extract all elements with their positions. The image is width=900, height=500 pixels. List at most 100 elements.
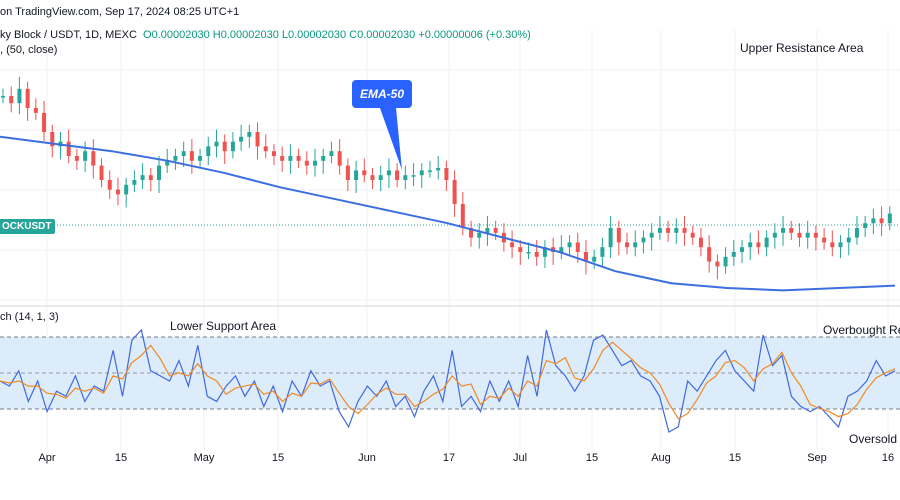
candle-body: [657, 228, 662, 233]
candle-body: [288, 156, 293, 161]
candle-body: [542, 247, 547, 257]
x-tick: 15: [728, 452, 742, 464]
candle-body: [674, 228, 679, 233]
candle-body: [115, 189, 120, 195]
candle-body: [485, 228, 490, 233]
candle-body: [17, 88, 22, 104]
candle-body: [559, 247, 564, 252]
candle-body: [731, 252, 736, 257]
candle-body: [370, 175, 375, 180]
x-tick: 16: [881, 452, 895, 464]
candle-body: [9, 96, 14, 104]
candle-body: [772, 232, 777, 238]
candle-body: [50, 132, 55, 147]
candle-body: [329, 151, 334, 156]
candle-body: [698, 237, 703, 248]
candle-body: [863, 223, 868, 228]
candle-body: [25, 88, 30, 108]
candle-body: [395, 170, 400, 180]
candle-body: [345, 165, 350, 180]
candle-body: [42, 112, 47, 132]
ema-legend: , (50, close): [0, 44, 58, 56]
candle-body: [403, 175, 408, 180]
candle-body: [321, 156, 326, 161]
candle-body: [452, 180, 457, 204]
x-tick: May: [193, 452, 215, 464]
candle-body: [534, 252, 539, 257]
candle-body: [239, 136, 244, 142]
candle-body: [567, 242, 572, 248]
overbought-label: Overbought Re: [823, 323, 900, 337]
candle-body: [378, 175, 383, 180]
candle-body: [756, 242, 761, 248]
x-tick: 15: [114, 452, 128, 464]
candle-body: [337, 151, 342, 166]
candle-body: [296, 156, 301, 161]
candle-body: [477, 232, 482, 238]
x-tick: 15: [585, 452, 599, 464]
candle-body: [124, 184, 129, 195]
symbol-title: ky Block / USDT, 1D, MEXC: [0, 29, 137, 41]
oversold-label: Oversold: [849, 432, 898, 446]
candle-body: [510, 242, 515, 248]
candle-body: [271, 151, 276, 156]
candle-body: [140, 175, 145, 180]
candle-body: [797, 232, 802, 238]
candle-body: [723, 256, 728, 267]
candle-body: [1, 96, 5, 98]
candle-body: [805, 232, 810, 238]
candle-body: [230, 141, 235, 152]
stoch-d-line: [0, 341, 896, 420]
candle-body: [214, 141, 219, 147]
x-tick: Aug: [651, 452, 671, 464]
candle-body: [255, 132, 260, 147]
candle-body: [444, 168, 449, 180]
candle-body: [83, 151, 88, 161]
x-tick: Apr: [38, 452, 56, 464]
candle-body: [280, 156, 285, 161]
ema-50-callout: EMA-50: [352, 80, 412, 108]
candle-body: [518, 247, 523, 252]
candle-body: [838, 242, 843, 248]
upper-resistance-label: Upper Resistance Area: [740, 41, 864, 55]
candle-body: [739, 247, 744, 252]
candle-body: [436, 168, 441, 171]
candle-body: [616, 228, 621, 243]
candle-body: [427, 170, 432, 172]
x-tick: Jun: [358, 452, 376, 464]
candle-body: [887, 213, 892, 224]
candle-body: [493, 228, 498, 233]
candle-body: [608, 228, 613, 248]
candle-body: [91, 151, 96, 166]
candle-body: [419, 170, 424, 176]
candle-body: [354, 170, 359, 180]
candle-body: [682, 228, 687, 233]
attribution-text: on TradingView.com, Sep 17, 2024 08:25 U…: [0, 6, 240, 18]
candle-body: [304, 160, 309, 166]
callout-pointer: [380, 108, 402, 170]
candle-body: [362, 170, 367, 176]
x-tick: Sep: [807, 452, 827, 464]
candle-body: [592, 256, 597, 262]
candle-body: [846, 237, 851, 243]
candle-body: [633, 242, 638, 248]
candle-body: [813, 232, 818, 238]
candle-body: [649, 232, 654, 238]
candle-body: [583, 252, 588, 262]
candle-body: [189, 151, 194, 161]
candle-body: [781, 228, 786, 233]
x-tick: 17: [442, 452, 456, 464]
ohlc-values: O0.00002030 H0.00002030 L0.00002030 C0.0…: [143, 29, 531, 41]
candle-body: [313, 160, 318, 166]
candle-body: [247, 132, 252, 137]
candle-body: [99, 165, 104, 180]
candle-body: [707, 247, 712, 262]
symbol-price-tag: OCKUSDT: [0, 219, 56, 234]
candle-body: [690, 232, 695, 238]
candle-body: [148, 175, 153, 180]
candle-body: [641, 237, 646, 243]
candles: [1, 76, 892, 280]
candle-body: [871, 218, 876, 224]
symbol-ohlc-line: ky Block / USDT, 1D, MEXC O0.00002030 H0…: [0, 29, 531, 41]
